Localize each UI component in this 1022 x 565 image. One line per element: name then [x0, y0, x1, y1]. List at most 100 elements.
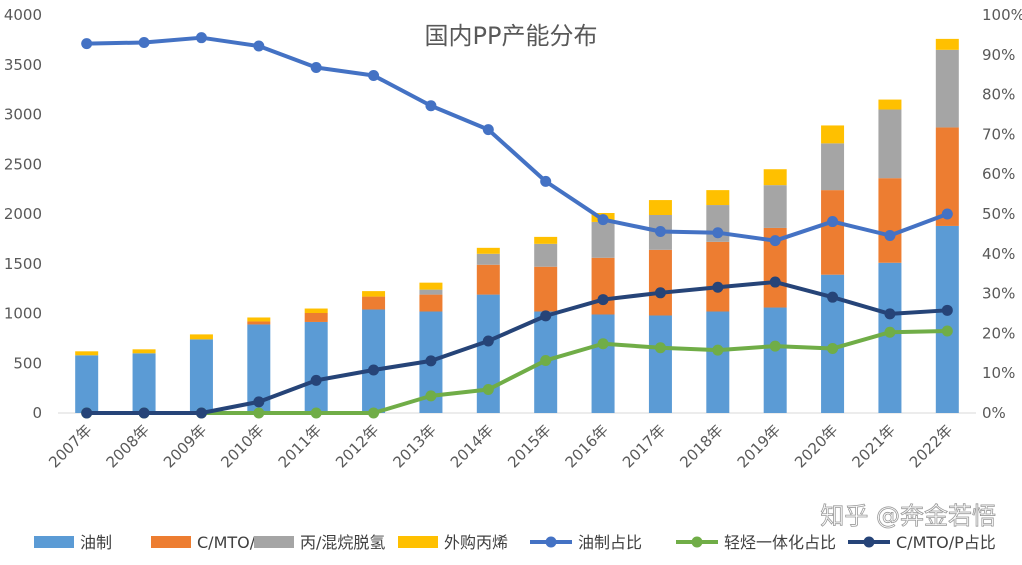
y-left-tick-label: 500: [13, 354, 42, 372]
point-C/MTO/P占比: [941, 304, 953, 316]
legend-swatch-丙/混烷脱氢: [254, 536, 294, 548]
y-left-tick-label: 0: [32, 404, 42, 422]
y-right-tick-label: 80%: [982, 86, 1015, 104]
point-轻烃一体化占比: [310, 407, 322, 419]
bar-外购丙烯: [189, 334, 213, 340]
legend-label: 轻烃一体化占比: [724, 533, 836, 552]
y-left-tick-label: 1000: [4, 305, 42, 323]
point-油制占比: [138, 36, 150, 48]
x-tick-label: 2019年: [734, 421, 784, 471]
bar-C/MTO/P: [821, 190, 845, 275]
bar-C/MTO/P: [591, 257, 615, 315]
x-tick-label: 2017年: [619, 421, 669, 471]
bar-丙/混烷脱氢: [821, 143, 845, 191]
x-tick-label: 2013年: [389, 421, 439, 471]
legend-marker-油制占比: [545, 536, 557, 548]
bar-丙/混烷脱氢: [591, 221, 615, 258]
bar-外购丙烯: [419, 282, 443, 290]
point-油制占比: [368, 69, 380, 81]
y-left-tick-label: 3000: [4, 106, 42, 124]
point-油制占比: [712, 227, 724, 239]
point-油制占比: [310, 62, 322, 74]
y-left-tick-label: 4000: [4, 6, 42, 24]
point-C/MTO/P占比: [769, 276, 781, 288]
point-轻烃一体化占比: [482, 384, 494, 396]
x-tick-label: 2010年: [217, 421, 267, 471]
bar-油制: [706, 311, 730, 413]
chart-title: 国内PP产能分布: [425, 22, 598, 50]
point-油制占比: [769, 235, 781, 247]
legend-label: 油制占比: [578, 533, 642, 552]
bar-外购丙烯: [648, 200, 672, 215]
point-油制占比: [253, 40, 265, 52]
bar-C/MTO/P: [476, 264, 500, 295]
bar-C/MTO/P: [763, 227, 787, 308]
bar-外购丙烯: [935, 38, 959, 50]
bar-油制: [132, 353, 156, 413]
bar-C/MTO/P: [304, 313, 328, 322]
bar-油制: [763, 307, 787, 413]
bar-外购丙烯: [534, 236, 558, 244]
x-tick-label: 2021年: [848, 421, 898, 471]
bar-油制: [591, 314, 615, 413]
bar-油制: [935, 225, 959, 413]
bar-外购丙烯: [878, 99, 902, 110]
point-油制占比: [482, 124, 494, 136]
bar-油制: [476, 294, 500, 413]
legend-swatch-油制: [34, 536, 74, 548]
legend-label: C/MTO/P占比: [896, 533, 996, 552]
y-right-tick-label: 30%: [982, 285, 1015, 303]
point-C/MTO/P占比: [425, 355, 437, 367]
point-油制占比: [81, 38, 93, 50]
bar-外购丙烯: [476, 247, 500, 254]
bar-C/MTO/P: [648, 249, 672, 316]
bar-外购丙烯: [304, 308, 328, 314]
bar-外购丙烯: [763, 169, 787, 186]
bar-油制: [648, 315, 672, 413]
y-right-tick-label: 90%: [982, 46, 1015, 64]
bar-C/MTO/P: [419, 294, 443, 312]
bar-丙/混烷脱氢: [935, 49, 959, 128]
point-油制占比: [195, 32, 207, 44]
x-tick-label: 2018年: [676, 421, 726, 471]
y-right-tick-label: 0%: [982, 404, 1006, 422]
bar-外购丙烯: [75, 351, 99, 356]
legend-marker-C/MTO/P占比: [863, 536, 875, 548]
point-轻烃一体化占比: [425, 390, 437, 402]
bar-丙/混烷脱氢: [534, 243, 558, 267]
bar-C/MTO/P: [706, 241, 730, 312]
point-C/MTO/P占比: [597, 294, 609, 306]
y-right-tick-label: 100%: [982, 6, 1022, 24]
point-C/MTO/P占比: [712, 281, 724, 293]
point-油制占比: [540, 175, 552, 187]
point-油制占比: [827, 216, 839, 228]
point-轻烃一体化占比: [654, 342, 666, 354]
point-C/MTO/P占比: [253, 396, 265, 408]
bar-外购丙烯: [821, 125, 845, 144]
point-C/MTO/P占比: [827, 291, 839, 303]
legend-label: 外购丙烯: [444, 533, 508, 552]
bar-油制: [189, 339, 213, 413]
x-tick-label: 2014年: [447, 421, 497, 471]
x-tick-label: 2009年: [160, 421, 210, 471]
x-tick-label: 2012年: [332, 421, 382, 471]
point-C/MTO/P占比: [310, 374, 322, 386]
y-right-tick-label: 20%: [982, 324, 1015, 342]
line-油制占比: [84, 35, 950, 243]
point-C/MTO/P占比: [884, 308, 896, 320]
legend-swatch-C/MTO/P: [151, 536, 191, 548]
point-轻烃一体化占比: [253, 407, 265, 419]
bar-外购丙烯: [362, 291, 386, 297]
bar-C/MTO/P: [534, 266, 558, 312]
bar-油制: [304, 321, 328, 413]
y-left-tick-label: 3500: [4, 56, 42, 74]
watermark-text: 知乎 @奔金若悟: [820, 502, 996, 530]
legend-swatch-外购丙烯: [398, 536, 438, 548]
point-C/MTO/P占比: [654, 287, 666, 299]
legend-marker-轻烃一体化占比: [691, 536, 703, 548]
bar-油制: [75, 355, 99, 413]
x-tick-label: 2016年: [562, 421, 612, 471]
y-right-tick-label: 60%: [982, 165, 1015, 183]
bar-外购丙烯: [132, 349, 156, 354]
